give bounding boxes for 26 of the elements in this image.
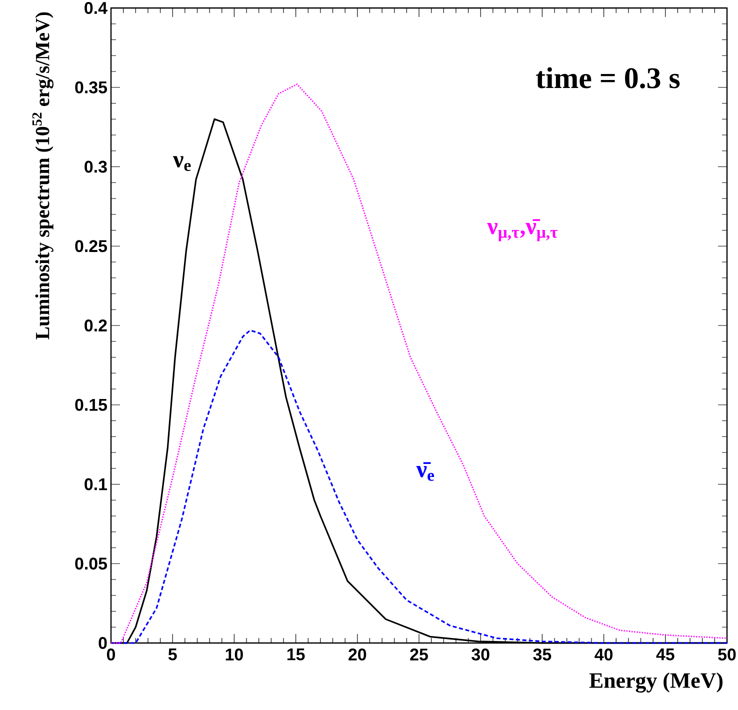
y-tick-label: 0.35 [75,81,108,94]
x-tick-label: 30 [472,648,490,661]
y-tick-label: 0.25 [75,240,108,252]
x-tick-label: 40 [594,648,613,661]
x-tick-label: 0 [106,648,116,661]
x-tick-label: 20 [348,648,366,661]
annotation: time = 0.3 s [536,67,680,88]
y-tick-label: 0 [98,637,107,649]
text: ν̄$_{e}$ [416,462,434,481]
text: ν$_{μ,τ}$,ν̄$_{μ,τ}$ [487,219,558,242]
x-tick-label: 45 [656,648,674,660]
y-axis-title: Luminosity spectrum (10$^{52}$ erg/s/MeV) [32,12,54,340]
legend-label: ν$_{e}$ [173,156,191,171]
y-tick-label: 0.4 [84,2,108,14]
x-tick-label: 50 [718,648,736,661]
x-tick-label: 25 [410,648,428,661]
y-tick-label: 0.3 [84,160,107,173]
y-tick-label: 0.15 [75,398,108,411]
x-tick-label: 35 [533,648,552,661]
x-axis-title: Energy (MeV) [589,672,723,693]
y-tick-label: 0.05 [75,558,108,570]
x-tick-label: 15 [287,648,305,660]
x-tick-label: 10 [226,648,243,661]
y-tick-label: 0.1 [84,478,108,490]
y-tick-label: 0.2 [84,320,107,332]
x-tick-label: 5 [168,648,177,660]
